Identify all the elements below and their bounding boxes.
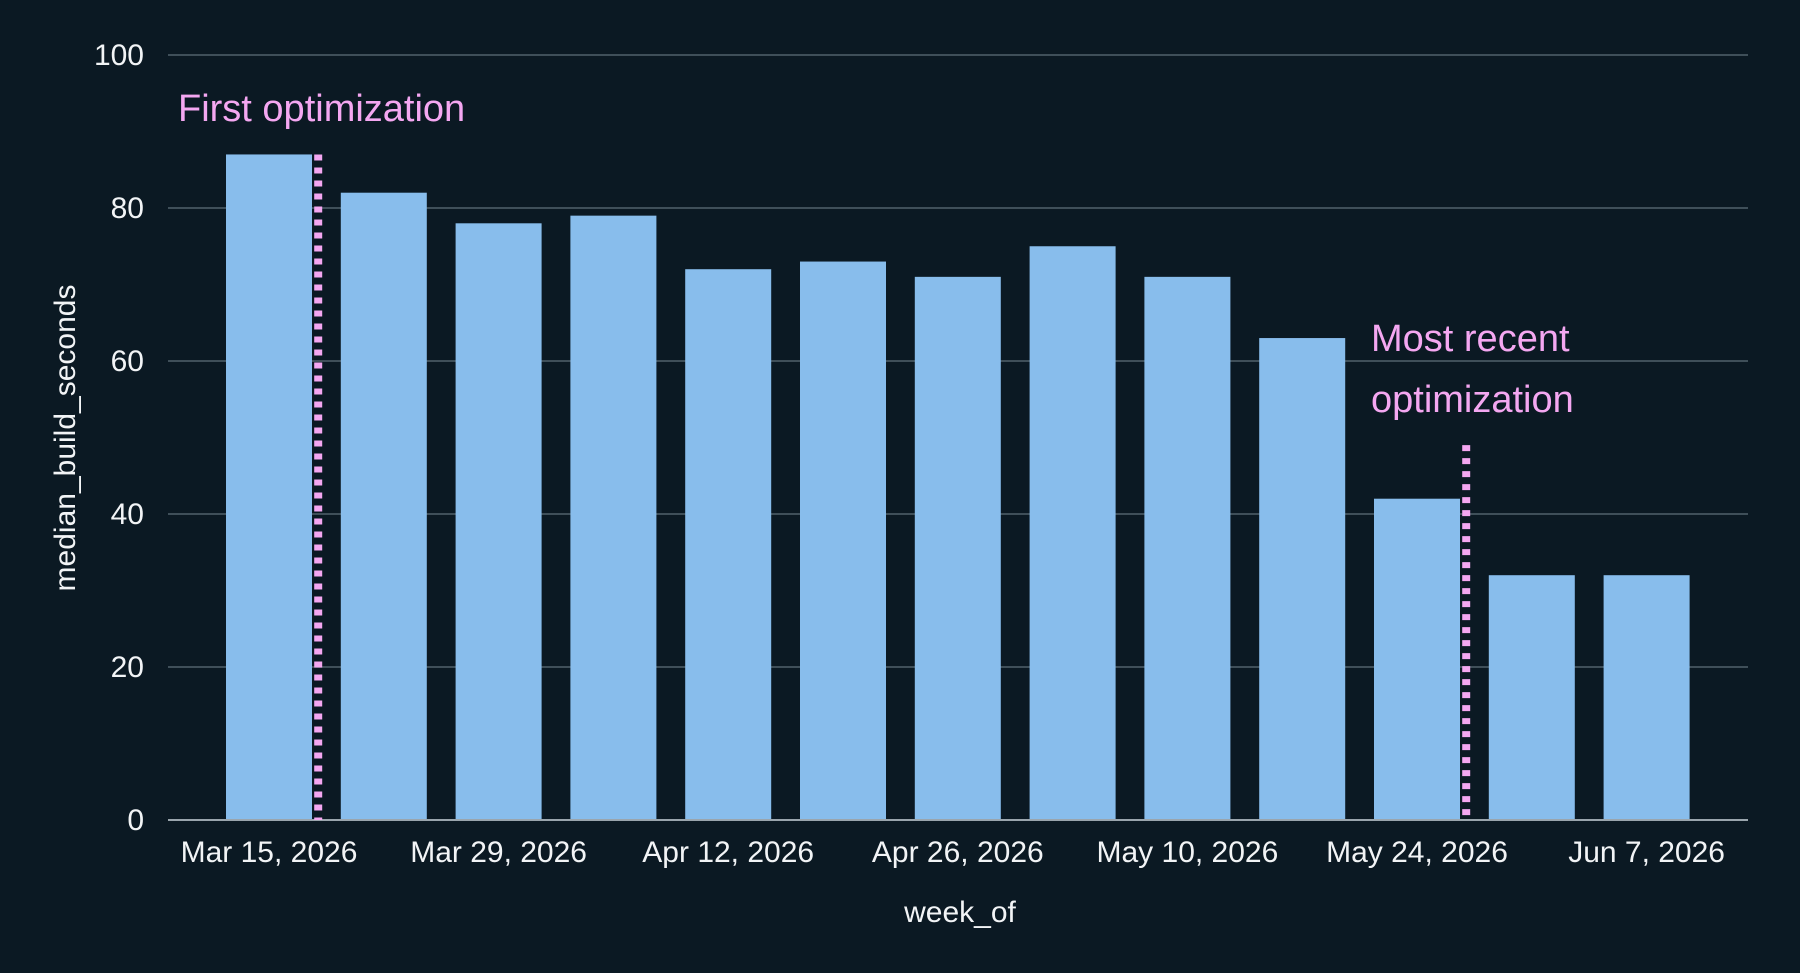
y-tick-label-40: 40 — [111, 498, 144, 531]
x-axis-label: week_of — [903, 896, 1016, 929]
axis-layer: 0 20 40 60 80 100 Mar 15, 2026 Mar 29, 2026 Apr … — [94, 39, 1748, 869]
y-tick-label-0: 0 — [127, 804, 144, 837]
y-tick-label-80: 80 — [111, 192, 144, 225]
bar-8 — [1029, 246, 1116, 820]
bar-11 — [1374, 498, 1460, 820]
bar-3 — [455, 223, 542, 821]
bar-12 — [1488, 575, 1575, 820]
bar-5 — [685, 269, 772, 820]
y-axis-label: median_build_seconds — [49, 285, 82, 592]
annotation-label-1-1: First optimization — [178, 88, 465, 130]
x-tick-label-5: May 10, 2026 — [1097, 836, 1279, 869]
y-tick-label-60: 60 — [111, 345, 144, 378]
bar-9 — [1144, 276, 1231, 821]
bar-7 — [914, 276, 1001, 821]
labels-layer: week_of median_build_seconds — [49, 285, 1017, 929]
x-tick-label-3: Apr 12, 2026 — [642, 836, 814, 869]
bar-13 — [1603, 575, 1690, 820]
bar-6 — [800, 261, 886, 820]
x-tick-label-4: Apr 26, 2026 — [872, 836, 1044, 869]
annotation-label-2-1: Most recent — [1371, 318, 1570, 360]
y-tick-label-100: 100 — [94, 39, 144, 72]
x-tick-label-1: Mar 15, 2026 — [181, 836, 358, 869]
bars-layer — [226, 154, 1690, 821]
x-tick-label-2: Mar 29, 2026 — [410, 836, 587, 869]
y-tick-label-20: 20 — [111, 651, 144, 684]
annotation-layer: First optimization Most recent optimizatio… — [178, 88, 1574, 820]
bar-1 — [226, 154, 312, 820]
x-tick-label-6: May 24, 2026 — [1326, 836, 1508, 869]
bar-10 — [1259, 338, 1346, 820]
x-tick-label-7: Jun 7, 2026 — [1568, 836, 1725, 869]
annotation-label-2-2: optimization — [1371, 379, 1574, 421]
bar-4 — [570, 215, 657, 820]
bar-2 — [340, 192, 427, 820]
